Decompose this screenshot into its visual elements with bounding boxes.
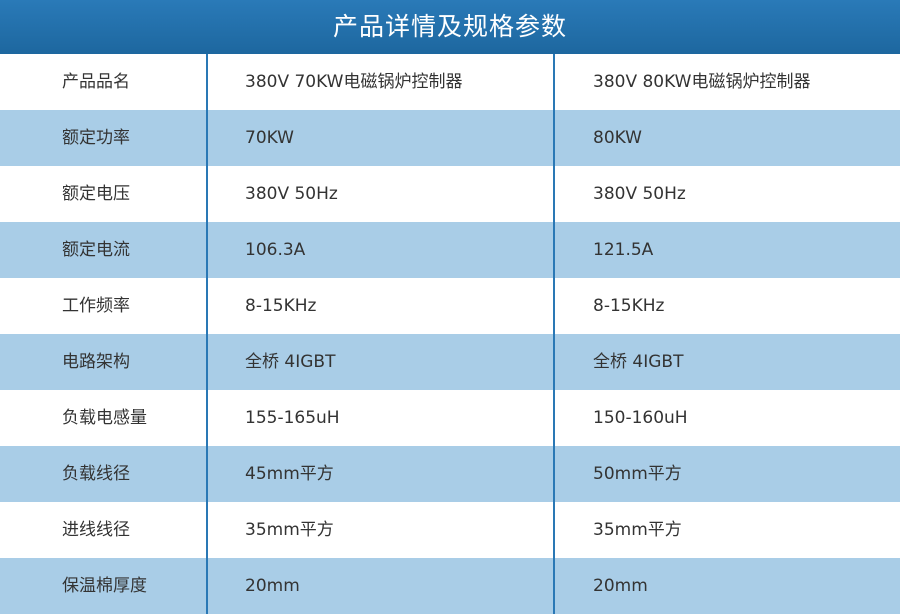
spec-value: 380V 70KW电磁锅炉控制器 <box>245 72 463 92</box>
table-row: 工作频率 8-15KHz 8-15KHz <box>0 278 900 334</box>
spec-value: 全桥 4IGBT <box>593 352 684 372</box>
spec-label: 产品品名 <box>62 72 130 92</box>
spec-value: 155-165uH <box>245 408 340 428</box>
table-row: 额定电流 106.3A 121.5A <box>0 222 900 278</box>
spec-value: 380V 50Hz <box>593 184 686 204</box>
table-row: 电路架构 全桥 4IGBT 全桥 4IGBT <box>0 334 900 390</box>
column-divider <box>206 54 208 614</box>
table-row: 负载线径 45mm平方 50mm平方 <box>0 446 900 502</box>
spec-value: 8-15KHz <box>593 296 665 316</box>
spec-value: 380V 50Hz <box>245 184 338 204</box>
spec-label: 工作频率 <box>62 296 130 316</box>
spec-value: 20mm <box>245 576 300 596</box>
spec-label: 额定电流 <box>62 240 130 260</box>
table-row: 保温棉厚度 20mm 20mm <box>0 558 900 614</box>
spec-value: 8-15KHz <box>245 296 317 316</box>
spec-value: 全桥 4IGBT <box>245 352 336 372</box>
column-divider <box>553 54 555 614</box>
spec-value: 80KW <box>593 128 642 148</box>
spec-value: 35mm平方 <box>245 520 334 540</box>
spec-value: 45mm平方 <box>245 464 334 484</box>
spec-value: 20mm <box>593 576 648 596</box>
spec-label: 负载电感量 <box>62 408 147 428</box>
table-row: 产品品名 380V 70KW电磁锅炉控制器 380V 80KW电磁锅炉控制器 <box>0 54 900 110</box>
spec-label: 进线线径 <box>62 520 130 540</box>
spec-value: 35mm平方 <box>593 520 682 540</box>
table-row: 进线线径 35mm平方 35mm平方 <box>0 502 900 558</box>
spec-label: 负载线径 <box>62 464 130 484</box>
spec-value: 380V 80KW电磁锅炉控制器 <box>593 72 811 92</box>
spec-label: 额定电压 <box>62 184 130 204</box>
table-row: 额定功率 70KW 80KW <box>0 110 900 166</box>
spec-value: 121.5A <box>593 240 654 260</box>
table-row: 额定电压 380V 50Hz 380V 50Hz <box>0 166 900 222</box>
spec-label: 额定功率 <box>62 128 130 148</box>
spec-value: 106.3A <box>245 240 306 260</box>
spec-value: 70KW <box>245 128 294 148</box>
spec-value: 150-160uH <box>593 408 688 428</box>
spec-label: 保温棉厚度 <box>62 576 147 596</box>
spec-label: 电路架构 <box>62 352 130 372</box>
header-title: 产品详情及规格参数 <box>0 0 900 54</box>
spec-value: 50mm平方 <box>593 464 682 484</box>
table-row: 负载电感量 155-165uH 150-160uH <box>0 390 900 446</box>
